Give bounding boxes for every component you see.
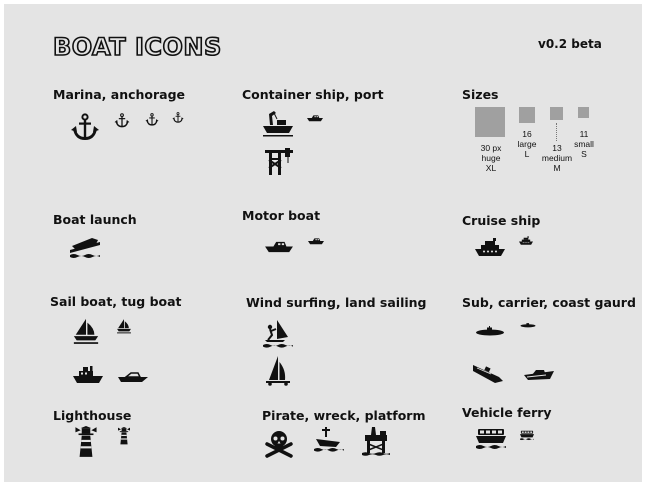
heading-pirate: Pirate, wreck, platform — [262, 408, 426, 423]
crane-ship-icon — [263, 111, 293, 137]
anchor-icon — [145, 113, 159, 127]
version-label: v0.2 beta — [538, 37, 602, 51]
submarine-icon — [520, 322, 536, 328]
anchor-icon — [172, 112, 184, 124]
size-swatch-xl — [475, 107, 505, 137]
size-label-m: 13 medium M — [541, 143, 573, 173]
oil-platform-icon — [362, 427, 390, 457]
sail-boat-icon — [72, 317, 100, 345]
cargo-ship-icon — [307, 114, 323, 122]
submarine-icon — [475, 326, 505, 336]
icon-sheet — [4, 4, 642, 482]
port-crane-icon — [265, 148, 293, 176]
skull-crossbones-icon — [264, 430, 294, 458]
coast-guard-icon — [524, 367, 554, 383]
page-title: BOAT ICONS — [52, 32, 222, 62]
size-guide-line — [556, 123, 557, 141]
heading-motor: Motor boat — [242, 208, 321, 223]
speed-boat-icon — [118, 371, 148, 383]
heading-lighthouse: Lighthouse — [53, 408, 132, 423]
heading-sub: Sub, carrier, coast gaurd — [462, 295, 636, 310]
wreck-icon — [314, 427, 344, 453]
size-swatch-l — [519, 107, 535, 123]
size-label-l: 16 large L — [517, 129, 537, 159]
heading-container: Container ship, port — [242, 87, 384, 102]
windsurf-icon — [263, 318, 293, 348]
motor-boat-icon — [265, 240, 293, 253]
size-swatch-s — [578, 107, 589, 118]
heading-sail: Sail boat, tug boat — [50, 294, 182, 309]
anchor-icon — [114, 113, 130, 129]
motor-boat-icon — [308, 237, 324, 245]
heading-launch: Boat launch — [53, 212, 137, 227]
carrier-icon — [473, 361, 503, 385]
heading-cruise: Cruise ship — [462, 213, 541, 228]
anchor-icon — [70, 113, 100, 143]
heading-marina: Marina, anchorage — [53, 87, 186, 102]
vehicle-ferry-icon — [520, 429, 534, 441]
tug-boat-icon — [73, 366, 103, 384]
heading-ferry: Vehicle ferry — [462, 405, 552, 420]
cruise-ship-icon — [519, 234, 533, 248]
land-sail-icon — [266, 356, 290, 386]
heading-sizes: Sizes — [462, 87, 499, 102]
lighthouse-icon — [73, 426, 99, 458]
cruise-ship-icon — [475, 238, 505, 258]
sail-boat-icon — [116, 318, 132, 334]
size-swatch-m — [550, 107, 563, 120]
boat-launch-icon — [70, 236, 100, 260]
size-label-xl: 30 px huge XL — [480, 143, 502, 173]
heading-wind: Wind surfing, land sailing — [246, 295, 427, 310]
vehicle-ferry-icon — [476, 427, 506, 449]
size-label-s: 11 small S — [574, 129, 594, 159]
lighthouse-icon — [116, 427, 132, 445]
